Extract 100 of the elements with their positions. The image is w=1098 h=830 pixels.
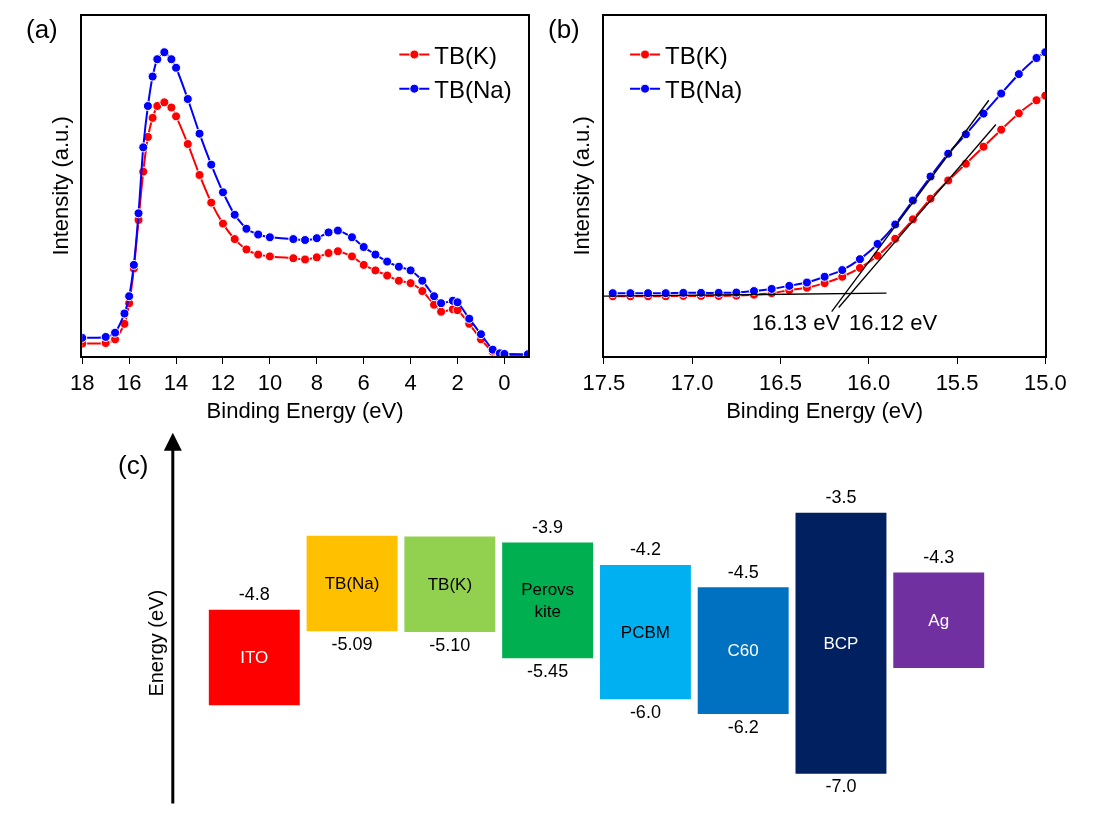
data-label: -6.0 <box>629 701 661 722</box>
legend-label: TB(Na) <box>665 76 743 104</box>
x-tick-label: 14 <box>163 370 189 396</box>
point <box>436 298 447 309</box>
point <box>872 238 883 249</box>
x-axis-title: Binding Energy (eV) <box>206 397 404 423</box>
point <box>110 327 121 338</box>
legend-label: TB(K) <box>434 41 497 69</box>
point <box>194 169 205 180</box>
point <box>346 251 357 262</box>
point <box>1031 95 1042 106</box>
annotation: 16.13 eV <box>752 310 841 335</box>
point <box>766 283 777 294</box>
legend-label: TB(Na) <box>434 76 512 104</box>
point <box>194 128 205 139</box>
x-tick-label: 17.5 <box>582 370 626 396</box>
point <box>429 291 440 302</box>
x-tick-label: 15.0 <box>1023 370 1067 396</box>
x-tick-label: 0 <box>498 370 511 396</box>
point <box>405 278 416 289</box>
point <box>382 270 393 281</box>
point <box>358 241 369 252</box>
x-tick-label: 16.5 <box>759 370 802 396</box>
point <box>300 254 311 265</box>
point <box>370 265 381 276</box>
point <box>217 187 228 198</box>
point <box>996 124 1007 135</box>
point <box>346 232 357 243</box>
x-tick-label: 18 <box>70 370 95 396</box>
annotation: 16.12 eV <box>849 310 938 335</box>
point <box>133 208 144 219</box>
point <box>323 227 334 238</box>
point <box>182 94 193 105</box>
point <box>264 251 275 262</box>
data-label: -4.5 <box>727 561 759 582</box>
chart-title: (a) <box>26 14 58 44</box>
x-tick-label: 2 <box>451 370 464 396</box>
point <box>452 297 463 308</box>
x-tick-label: 10 <box>257 370 283 396</box>
point <box>217 218 228 229</box>
point <box>370 249 381 260</box>
point <box>393 275 404 286</box>
point <box>124 291 135 302</box>
category-label: PCBM <box>620 622 670 642</box>
point <box>288 253 299 264</box>
point <box>171 111 182 122</box>
point <box>152 54 163 65</box>
point <box>241 244 252 255</box>
data-label: -5.45 <box>527 660 569 681</box>
point <box>253 249 264 260</box>
category-label: ITO <box>240 648 269 668</box>
point <box>159 47 170 58</box>
category-label: Ag <box>928 610 950 630</box>
point <box>819 271 830 282</box>
point <box>241 223 252 234</box>
category-label: TB(K) <box>427 574 473 594</box>
x-tick-label: 4 <box>404 370 417 396</box>
data-label: -4.2 <box>629 539 661 560</box>
point <box>128 259 139 270</box>
text: (c) <box>118 450 149 480</box>
point <box>264 232 275 243</box>
data-label: -6.2 <box>727 716 759 737</box>
x-tick-label: 16.0 <box>847 370 891 396</box>
x-tick-label: 17.0 <box>670 370 714 396</box>
point <box>288 234 299 245</box>
point <box>417 275 428 286</box>
point <box>358 259 369 270</box>
category-label: TB(Na) <box>324 573 380 593</box>
point <box>229 209 240 220</box>
point <box>206 197 217 208</box>
point <box>147 71 158 82</box>
point <box>837 265 848 276</box>
point <box>332 225 343 236</box>
x-tick-label: 8 <box>310 370 323 396</box>
point <box>978 108 989 119</box>
point <box>475 329 486 340</box>
point <box>119 308 130 319</box>
data-label: -4.3 <box>923 546 955 567</box>
text: Energy (eV) <box>145 589 168 697</box>
point <box>464 313 475 324</box>
data-label: -3.9 <box>532 516 564 537</box>
point <box>436 306 447 317</box>
legend-label: TB(K) <box>665 41 728 69</box>
point <box>142 101 153 112</box>
data-label: -4.8 <box>238 583 270 604</box>
y-axis-title: Intensity (a.u.) <box>569 116 595 256</box>
point <box>1031 53 1042 63</box>
data-label: -7.0 <box>825 776 857 797</box>
point <box>171 62 182 73</box>
point <box>854 254 865 265</box>
point <box>300 235 311 245</box>
point <box>332 246 343 257</box>
category-label: BCP <box>823 633 859 653</box>
point <box>159 97 170 108</box>
point <box>323 248 334 259</box>
point <box>253 229 264 240</box>
point <box>166 54 177 65</box>
point <box>405 265 416 276</box>
point <box>393 261 404 272</box>
data-label: -5.09 <box>331 634 373 655</box>
